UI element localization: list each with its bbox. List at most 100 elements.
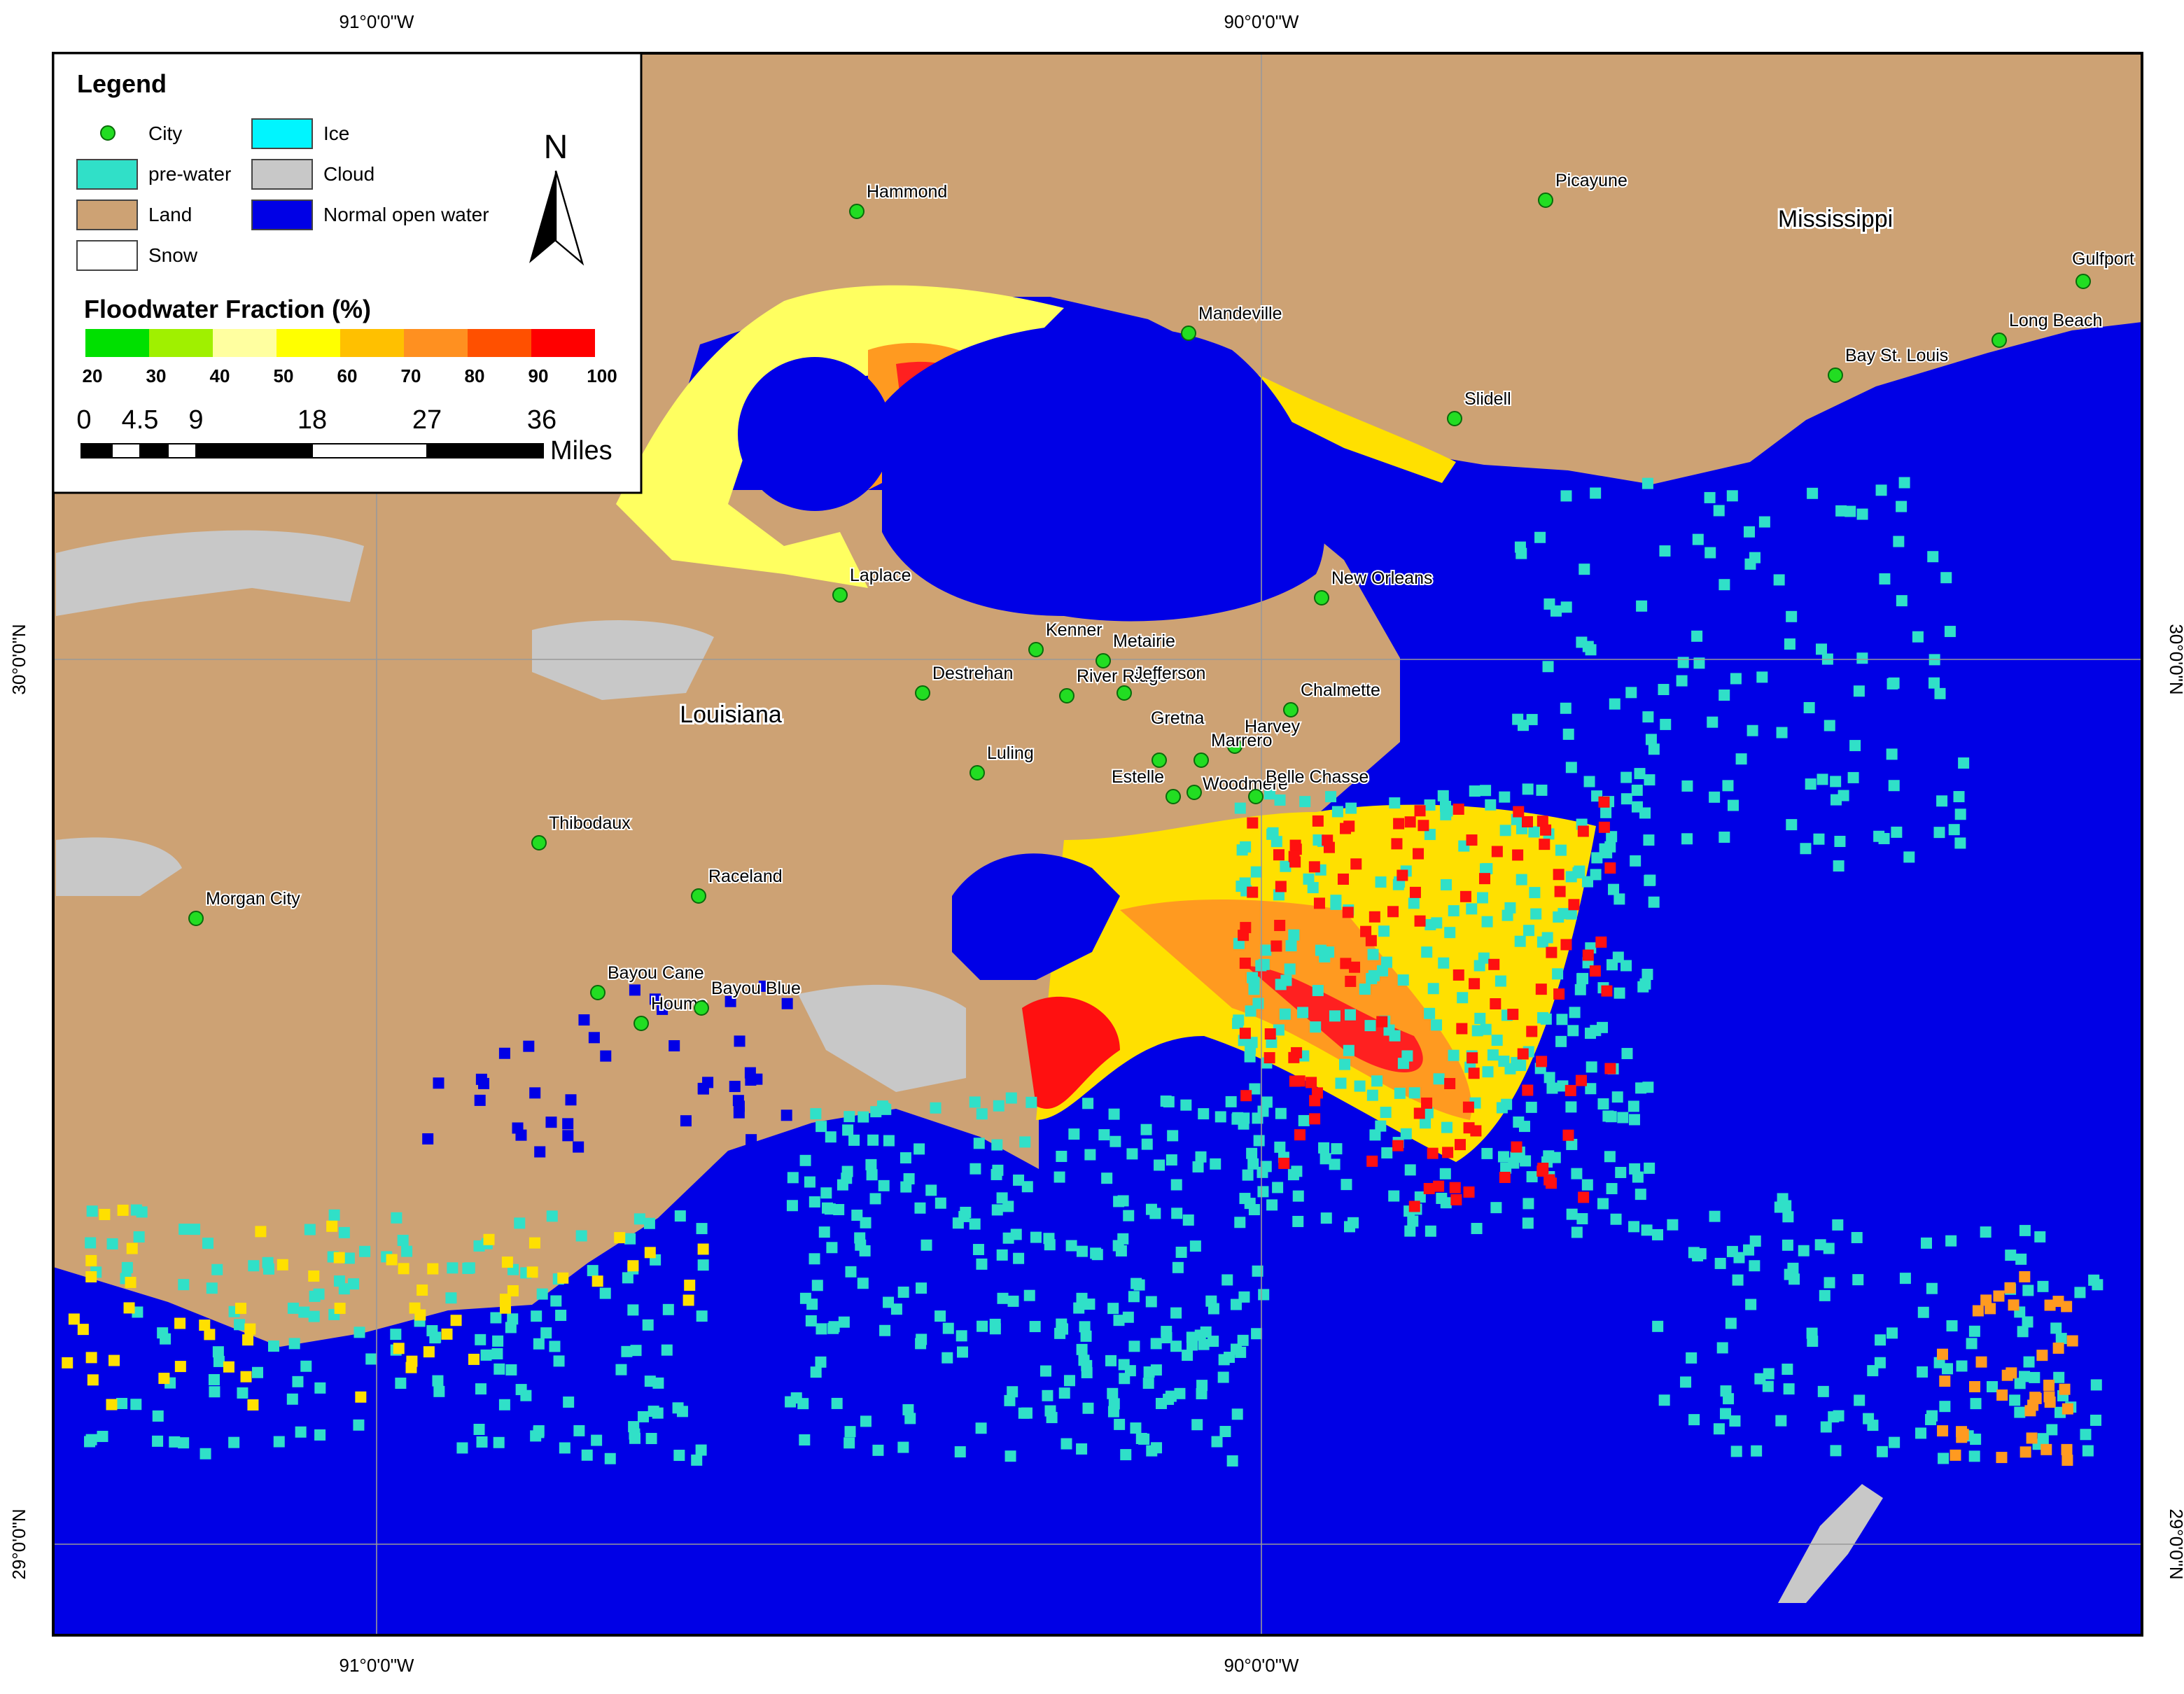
pixel	[697, 1259, 709, 1271]
pixel	[1424, 799, 1436, 811]
pixel	[1729, 1415, 1741, 1427]
pixel	[1575, 1074, 1587, 1086]
pixel	[1404, 1164, 1416, 1176]
pixel	[1692, 533, 1704, 545]
pixel	[627, 1304, 639, 1316]
pixel	[1751, 1445, 1763, 1457]
pixel	[1108, 1108, 1120, 1120]
pixel	[1186, 1339, 1198, 1351]
pixel	[833, 1204, 845, 1216]
graticule-label: 90°0'0"W	[1224, 1655, 1299, 1676]
pixel	[1709, 791, 1721, 803]
pixel	[533, 1427, 545, 1438]
pixel	[1823, 1242, 1835, 1254]
ramp-cell	[468, 329, 531, 357]
pixel	[1873, 830, 1885, 842]
city-label: Raceland	[708, 867, 783, 886]
pixel	[1345, 1009, 1357, 1021]
pixel	[1749, 1235, 1761, 1247]
pixel	[1927, 551, 1939, 563]
city-dot	[1991, 332, 2007, 348]
pixel	[200, 1448, 211, 1460]
pixel	[1786, 819, 1798, 831]
pixel	[799, 1434, 811, 1446]
pixel	[1536, 784, 1548, 796]
pixel	[1889, 1436, 1900, 1448]
pixel	[562, 1130, 574, 1142]
pixel	[1542, 661, 1554, 673]
pixel	[920, 1239, 932, 1251]
pixel	[1783, 1383, 1795, 1395]
pixel	[106, 1399, 118, 1410]
pixel	[831, 1397, 843, 1409]
pixel	[592, 1275, 603, 1287]
pixel	[1830, 1445, 1842, 1457]
pixel	[1938, 1452, 1949, 1464]
pixel	[1620, 960, 1632, 972]
pixel	[1329, 1010, 1340, 1022]
pixel	[2022, 1316, 2033, 1328]
pixel	[1944, 626, 1956, 638]
pixel	[174, 1317, 186, 1329]
pixel	[2090, 1414, 2102, 1426]
pixel	[991, 1204, 1003, 1216]
pixel	[1107, 1406, 1119, 1418]
pixel	[1270, 940, 1282, 952]
lake	[738, 357, 892, 511]
pixel	[276, 1259, 288, 1270]
pixel	[211, 1264, 223, 1275]
pixel	[1124, 1365, 1136, 1377]
pixel	[899, 1152, 911, 1164]
pixel	[1782, 1239, 1793, 1251]
pixel	[1574, 983, 1586, 995]
pixel	[1805, 778, 1816, 790]
pixel	[897, 1441, 909, 1453]
pixel	[1553, 869, 1564, 881]
pixel	[1523, 925, 1535, 937]
pixel	[1440, 808, 1452, 820]
pixel	[2029, 1392, 2041, 1404]
pixel	[991, 1139, 1003, 1151]
pixel	[116, 1397, 128, 1409]
pixel	[529, 1087, 541, 1099]
pixel	[1490, 998, 1502, 1010]
pixel	[1105, 1354, 1116, 1366]
pixel	[1113, 1315, 1125, 1326]
pixel	[1060, 1438, 1072, 1450]
pixel	[1375, 876, 1387, 888]
pixel	[1823, 1277, 1835, 1289]
scale-tick-label: 4.5	[122, 405, 159, 435]
pixel	[1688, 1414, 1700, 1426]
pixel	[1628, 1221, 1640, 1233]
pixel	[1345, 802, 1357, 814]
pixel	[1170, 1179, 1182, 1191]
pixel	[1536, 816, 1548, 827]
pixel	[674, 1210, 686, 1222]
pixel	[1242, 1169, 1254, 1181]
pixel	[1217, 1371, 1229, 1383]
pixel	[1448, 905, 1460, 917]
pixel	[1667, 1219, 1679, 1231]
pixel	[1344, 1221, 1356, 1233]
pixel	[354, 1326, 365, 1338]
pixel	[117, 1204, 129, 1216]
city-label: Luling	[987, 743, 1034, 763]
pixel	[600, 1050, 612, 1062]
pixel	[1431, 917, 1443, 929]
pixel	[1298, 1114, 1310, 1126]
pixel	[1044, 1405, 1056, 1417]
scale-tick-label: 36	[527, 405, 556, 435]
pixel	[1023, 1289, 1035, 1301]
pixel	[1040, 1365, 1051, 1377]
cloud	[798, 984, 966, 1092]
pixel	[1278, 1157, 1290, 1169]
pixel	[267, 1340, 279, 1352]
pixel	[1896, 500, 1907, 512]
pixel	[304, 1224, 316, 1236]
pixel	[1604, 1063, 1616, 1074]
pixel	[1279, 1008, 1291, 1020]
pixel	[1018, 1407, 1030, 1419]
city-label: Kenner	[1046, 620, 1102, 640]
pixel	[401, 1245, 413, 1257]
